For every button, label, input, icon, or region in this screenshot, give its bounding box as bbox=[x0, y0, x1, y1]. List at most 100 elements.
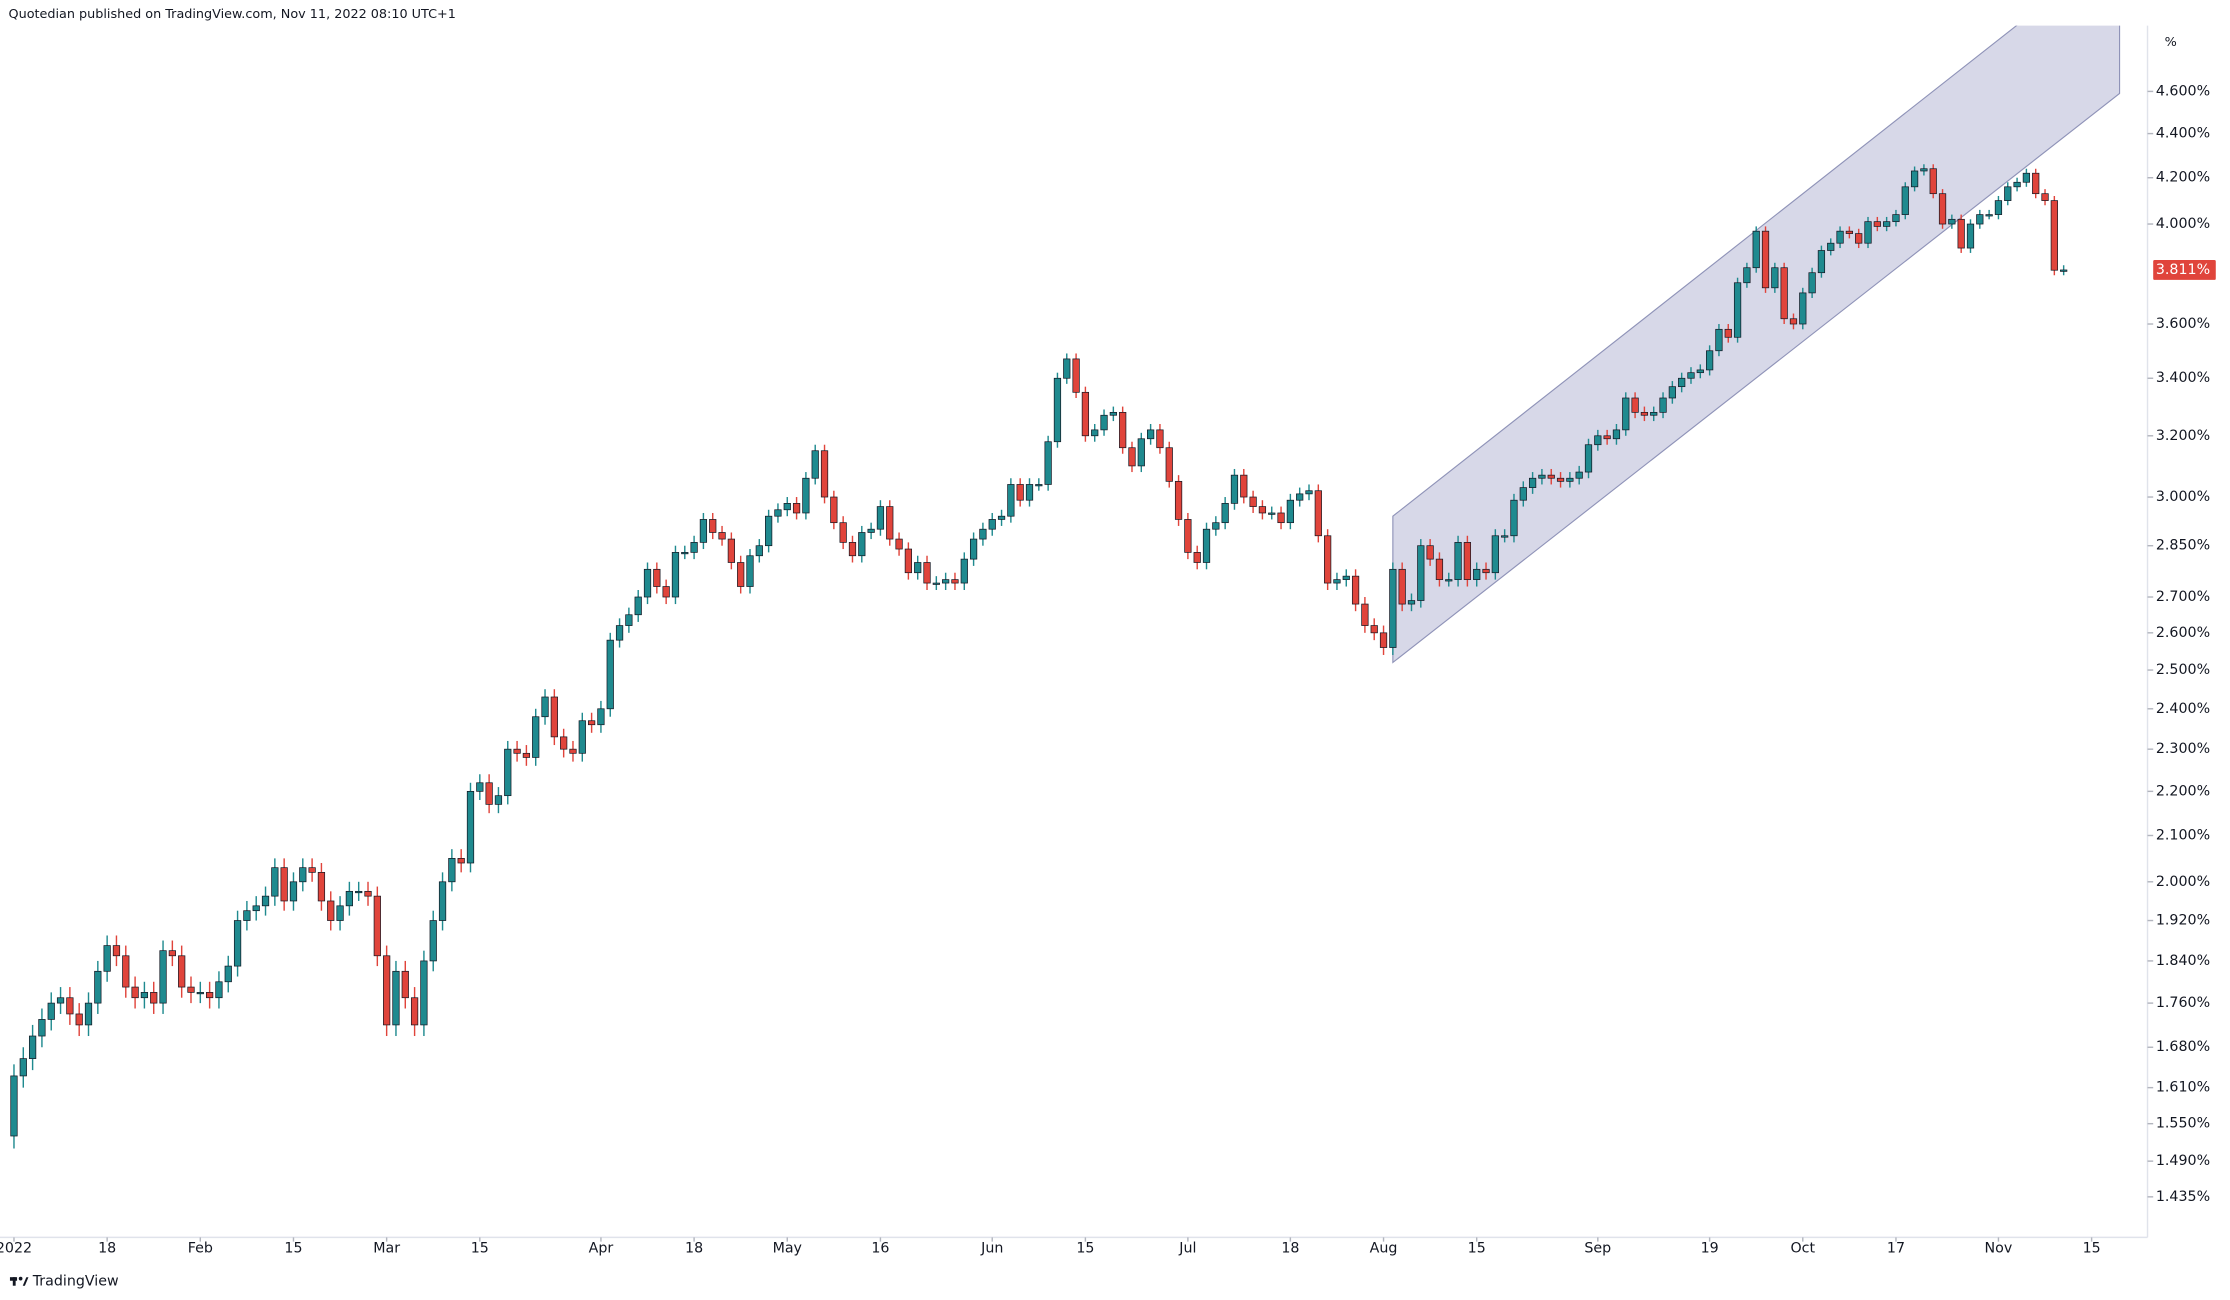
candle-body bbox=[1147, 429, 1155, 440]
y-tick-label: 3.400% bbox=[2156, 370, 2210, 386]
candle-body bbox=[979, 528, 987, 540]
candle-body bbox=[1780, 267, 1788, 320]
candle-body bbox=[457, 858, 465, 864]
y-tick-label: 2.400% bbox=[2156, 701, 2210, 717]
chart-title: Quotedian published on TradingView.com, … bbox=[9, 7, 456, 22]
x-tick-label: Jun bbox=[980, 1241, 1003, 1257]
candle-body bbox=[252, 905, 260, 912]
candle-body bbox=[140, 992, 149, 999]
candle-body bbox=[1678, 377, 1686, 388]
candle-body bbox=[494, 795, 503, 805]
y-tick-label: 3.000% bbox=[2156, 489, 2210, 505]
candle-body bbox=[159, 950, 167, 1004]
candle-body bbox=[1240, 474, 1248, 498]
candle-body bbox=[1957, 218, 1965, 249]
candle-body bbox=[951, 579, 959, 584]
candle-body bbox=[820, 450, 829, 498]
candle-body bbox=[1556, 477, 1565, 482]
candle-body bbox=[392, 970, 400, 1026]
candle-body bbox=[1407, 600, 1416, 605]
candle-body bbox=[1296, 493, 1304, 501]
candle-body bbox=[1165, 447, 1173, 482]
y-tick-label: 2.000% bbox=[2156, 874, 2210, 890]
x-tick-label: 15 bbox=[1468, 1241, 1486, 1257]
y-tick-label: 1.435% bbox=[2156, 1189, 2210, 1205]
candle-body bbox=[895, 538, 903, 550]
candle-body bbox=[1463, 542, 1472, 580]
candle-body bbox=[699, 519, 708, 543]
candle-body bbox=[485, 782, 493, 805]
candle-body bbox=[1752, 230, 1760, 269]
candle-body bbox=[1119, 411, 1127, 449]
candle-body bbox=[1063, 358, 1071, 379]
candle-body bbox=[625, 614, 633, 626]
candle-body bbox=[587, 720, 596, 726]
footer-logo bbox=[9, 1276, 29, 1286]
candle-body bbox=[233, 920, 242, 967]
candle-body bbox=[597, 708, 605, 726]
y-unit: % bbox=[2165, 35, 2177, 50]
candle-body bbox=[1510, 499, 1518, 537]
y-tick-label: 1.490% bbox=[2156, 1153, 2210, 1169]
candle-body bbox=[858, 532, 866, 557]
candle-body bbox=[1314, 490, 1322, 537]
candle-body bbox=[1044, 441, 1052, 485]
candle-body bbox=[569, 748, 577, 754]
candle-body bbox=[466, 790, 475, 864]
candle-body bbox=[550, 696, 558, 738]
candle-body bbox=[271, 867, 279, 897]
candle-body bbox=[1724, 328, 1732, 338]
candle-body bbox=[1007, 484, 1015, 517]
candle-body bbox=[886, 506, 894, 540]
candle-body bbox=[746, 555, 754, 587]
candle-body bbox=[1910, 170, 1919, 188]
channel-band bbox=[1392, 25, 2121, 664]
candle-body bbox=[289, 881, 298, 902]
candle-body bbox=[1743, 267, 1751, 284]
candle-body bbox=[1482, 568, 1490, 574]
candle-body bbox=[1174, 480, 1183, 520]
y-tick-label: 1.610% bbox=[2156, 1080, 2210, 1096]
candle-body bbox=[1398, 568, 1406, 605]
candle-body bbox=[243, 910, 251, 921]
x-tick-label: Apr bbox=[589, 1241, 614, 1257]
candle-body bbox=[1668, 386, 1676, 399]
candle-body bbox=[1817, 250, 1826, 274]
x-tick-label: 18 bbox=[98, 1241, 116, 1257]
candle-body bbox=[476, 782, 484, 792]
candle-body bbox=[1212, 522, 1220, 530]
candle-body bbox=[932, 582, 940, 585]
y-tick-label: 2.700% bbox=[2156, 589, 2210, 605]
x-tick-label: 15 bbox=[1076, 1241, 1094, 1257]
candle-body bbox=[1473, 568, 1481, 580]
candle-body bbox=[1631, 397, 1639, 413]
candle-body bbox=[2041, 193, 2049, 201]
candle-body bbox=[1808, 272, 1816, 294]
y-tick-label: 2.100% bbox=[2156, 827, 2210, 843]
candle-body bbox=[383, 955, 391, 1026]
candle-body bbox=[1994, 200, 2003, 215]
candle-body bbox=[811, 450, 819, 479]
candle-body bbox=[1901, 186, 1909, 215]
candle-body bbox=[1771, 267, 1779, 289]
candle-body bbox=[448, 858, 456, 883]
candle-body bbox=[681, 552, 689, 555]
candle-body bbox=[671, 552, 680, 598]
candle-body bbox=[634, 596, 642, 616]
y-tick-label: 2.200% bbox=[2156, 783, 2210, 799]
candle-body bbox=[38, 1019, 46, 1037]
candle-body bbox=[737, 562, 745, 587]
candle-body bbox=[1575, 471, 1583, 479]
candle-body bbox=[1053, 377, 1062, 443]
x-tick-label: Nov bbox=[1985, 1241, 2013, 1257]
candle-body bbox=[1566, 477, 1574, 482]
y-tick-label: 3.200% bbox=[2156, 428, 2210, 444]
candle-body bbox=[1827, 242, 1835, 251]
candle-body bbox=[876, 506, 885, 530]
y-tick-label: 1.760% bbox=[2156, 995, 2210, 1011]
candle-body bbox=[1612, 429, 1621, 440]
candle-body bbox=[830, 496, 838, 524]
candle-body bbox=[438, 881, 447, 921]
candle-body bbox=[802, 477, 810, 514]
